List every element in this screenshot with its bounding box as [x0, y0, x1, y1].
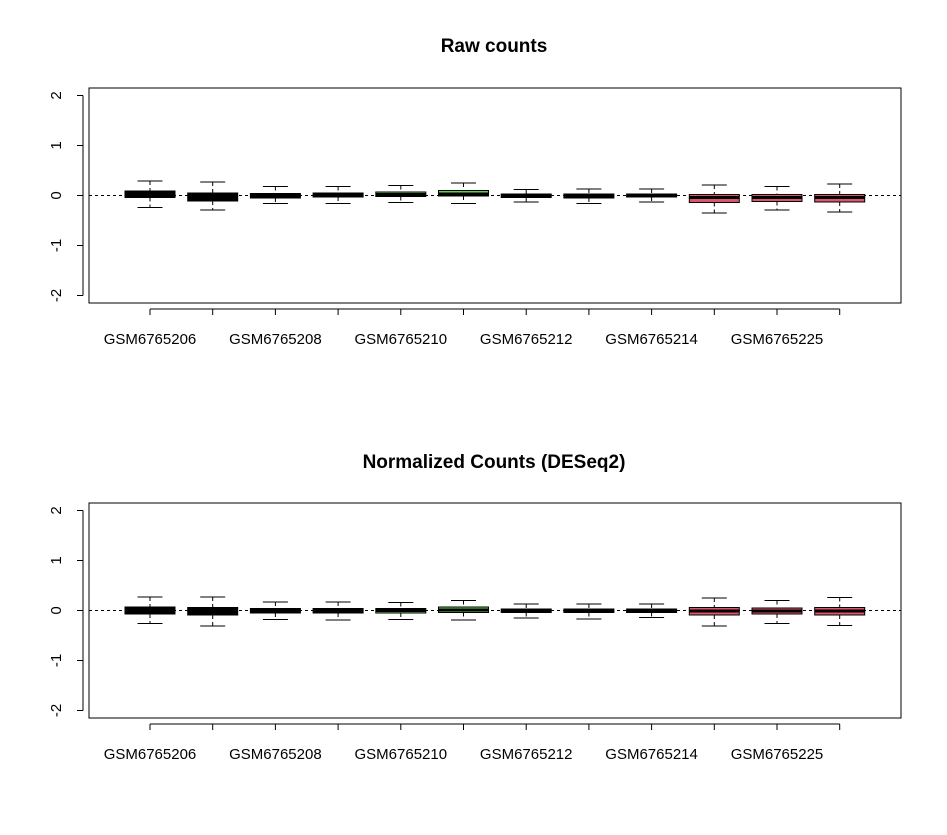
y-tick-label: 2 — [48, 91, 65, 99]
y-axis: -2 -1 0 1 2 — [48, 91, 84, 302]
box-1 — [124, 180, 176, 208]
x-tick-label: GSM6765206 — [104, 331, 197, 348]
x-tick-label: GSM6765208 — [229, 331, 322, 348]
normalized-counts-panel: Normalized Counts (DESeq2) -2 -1 0 1 2 GSM67… — [48, 452, 902, 763]
box-4 — [312, 186, 364, 204]
box-8 — [563, 603, 615, 620]
y-tick-label: -2 — [48, 704, 65, 717]
box-4 — [312, 601, 364, 621]
y-tick-label: 0 — [48, 606, 65, 614]
y-tick-label: 2 — [48, 506, 65, 514]
y-tick-label: 0 — [48, 191, 65, 199]
x-axis: GSM6765206 GSM6765208 GSM6765210 GSM6765212… — [104, 723, 841, 763]
box-3 — [249, 601, 301, 620]
box-10 — [688, 184, 740, 214]
box-1 — [124, 596, 176, 624]
box-11 — [751, 186, 803, 211]
x-tick-label: GSM6765210 — [355, 331, 448, 348]
box-6 — [438, 600, 489, 621]
y-tick-label: -1 — [48, 654, 65, 667]
box-2 — [187, 181, 239, 211]
box-6 — [438, 182, 489, 204]
box-5 — [375, 185, 427, 203]
chart-title: Normalized Counts (DESeq2) — [363, 452, 626, 473]
x-tick-label: GSM6765212 — [480, 331, 573, 348]
x-tick-label: GSM6765214 — [605, 746, 698, 763]
box-10 — [688, 597, 740, 627]
box-2 — [187, 596, 239, 627]
x-tick-label: GSM6765206 — [104, 746, 197, 763]
x-tick-label: GSM6765208 — [229, 746, 322, 763]
box-9 — [626, 188, 678, 203]
box-7 — [500, 603, 552, 619]
box-7 — [500, 189, 552, 203]
box-12 — [814, 183, 866, 213]
x-axis: GSM6765206 GSM6765208 GSM6765210 GSM6765212… — [104, 308, 841, 348]
boxes — [89, 596, 901, 627]
box-3 — [249, 186, 301, 204]
y-tick-label: 1 — [48, 556, 65, 564]
x-tick-label: GSM6765225 — [731, 331, 824, 348]
chart-title: Raw counts — [441, 36, 548, 57]
y-tick-label: 1 — [48, 141, 65, 149]
box-8 — [563, 188, 615, 204]
x-tick-label: GSM6765210 — [355, 746, 448, 763]
box-11 — [751, 600, 803, 624]
y-tick-label: -2 — [48, 289, 65, 302]
y-tick-label: -1 — [48, 239, 65, 252]
y-axis: -2 -1 0 1 2 — [48, 506, 84, 717]
box-12 — [814, 597, 866, 626]
box-9 — [626, 603, 678, 618]
x-tick-label: GSM6765225 — [731, 746, 824, 763]
boxes — [89, 180, 901, 214]
box-5 — [375, 602, 427, 620]
x-tick-label: GSM6765214 — [605, 331, 698, 348]
x-tick-label: GSM6765212 — [480, 746, 573, 763]
